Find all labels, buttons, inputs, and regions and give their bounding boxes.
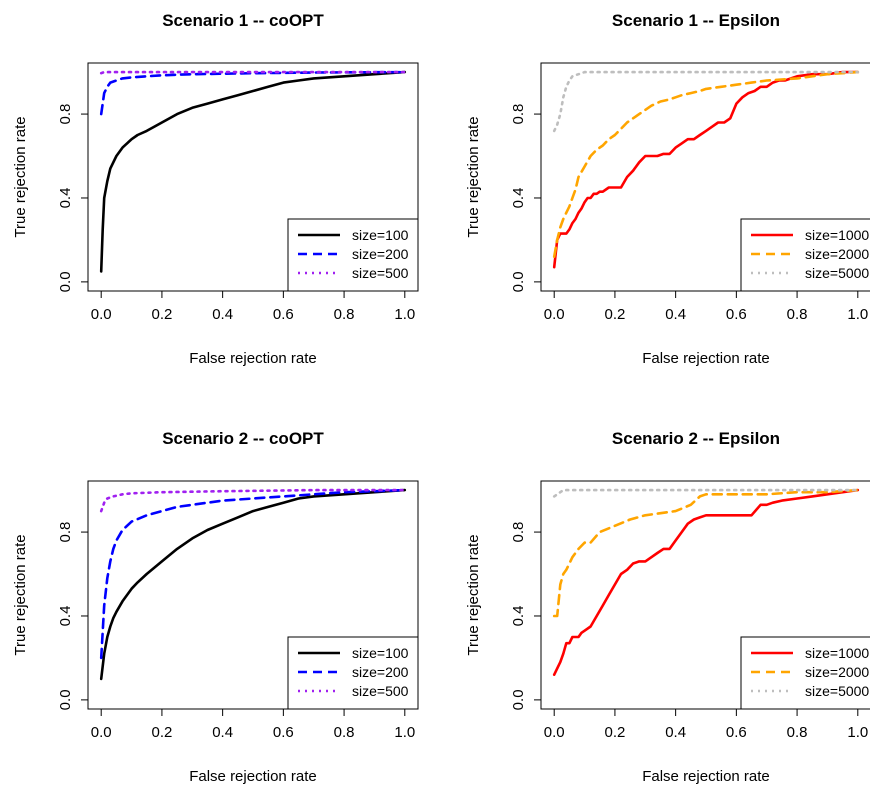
legend-box	[287, 636, 419, 710]
x-axis-label: False rejection rate	[642, 350, 770, 367]
y-tick-label: 0.4	[510, 606, 527, 627]
x-tick-label: 0.2	[604, 306, 625, 323]
x-tick-label: 1.0	[394, 306, 415, 323]
x-tick-label: 0.2	[151, 724, 172, 741]
legend-label: size=500	[352, 683, 409, 699]
legend-box	[740, 218, 870, 292]
y-tick-label: 0.0	[57, 689, 74, 710]
chart-title: Scenario 1 -- coOPT	[162, 11, 324, 30]
series-line-3	[552, 70, 860, 133]
chart-panel-2: Scenario 1 -- Epsilon 0.0 0.2 0.4 0.6 0.8 1.0 0…	[465, 11, 870, 367]
legend-label: size=2000	[805, 664, 869, 680]
x-tick-label: 0.2	[604, 724, 625, 741]
series-line-2	[552, 488, 860, 618]
x-axis-label: False rejection rate	[642, 768, 770, 785]
series-line-3	[99, 70, 407, 75]
plot-frame	[540, 62, 870, 292]
x-tick-label: 1.0	[394, 724, 415, 741]
x-tick-label: 0.6	[726, 306, 747, 323]
x-tick-label: 0.0	[91, 724, 112, 741]
series-line-1	[552, 70, 860, 269]
y-axis-label: True rejection rate	[12, 534, 29, 655]
y-tick-label: 0.8	[57, 522, 74, 543]
legend-label: size=1000	[805, 227, 869, 243]
x-tick-label: 1.0	[847, 306, 868, 323]
y-tick-label: 0.4	[510, 188, 527, 209]
x-tick-label: 0.6	[273, 306, 294, 323]
series-line-1	[99, 488, 407, 681]
y-tick-label: 0.0	[57, 271, 74, 292]
x-tick-label: 0.2	[151, 306, 172, 323]
legend-box	[740, 636, 870, 710]
x-tick-label: 0.8	[334, 724, 355, 741]
legend-label: size=1000	[805, 645, 869, 661]
chart-panel-3: Scenario 2 -- coOPT 0.0 0.2 0.4 0.6 0.8 1.0 0.0…	[12, 429, 419, 785]
plot-frame	[540, 480, 870, 710]
y-tick-label: 0.8	[510, 104, 527, 125]
x-tick-label: 0.8	[787, 306, 808, 323]
x-tick-label: 0.4	[212, 724, 233, 741]
chart-title: Scenario 2 -- Epsilon	[612, 429, 780, 448]
legend-label: size=5000	[805, 683, 869, 699]
x-tick-label: 0.4	[665, 306, 686, 323]
y-axis-label: True rejection rate	[12, 116, 29, 237]
series-line-3	[99, 488, 407, 513]
x-tick-label: 0.6	[273, 724, 294, 741]
series-line-2	[552, 70, 860, 259]
y-tick-label: 0.8	[510, 522, 527, 543]
legend-label: size=100	[352, 645, 409, 661]
x-tick-label: 0.0	[91, 306, 112, 323]
series-line-2	[99, 488, 407, 660]
legend-label: size=5000	[805, 265, 869, 281]
legend-label: size=2000	[805, 246, 869, 262]
y-tick-label: 0.4	[57, 188, 74, 209]
legend-label: size=200	[352, 664, 409, 680]
plot-frame	[87, 62, 419, 292]
y-tick-label: 0.0	[510, 689, 527, 710]
y-axis-label: True rejection rate	[465, 534, 482, 655]
legend-box	[287, 218, 419, 292]
y-tick-label: 0.8	[57, 104, 74, 125]
chart-panel-1: Scenario 1 -- coOPT 0.0 0.2 0.4 0.6 0.8 1.0 0.0…	[12, 11, 419, 367]
series-line-3	[552, 488, 860, 498]
x-tick-label: 0.6	[726, 724, 747, 741]
chart-title: Scenario 2 -- coOPT	[162, 429, 324, 448]
x-tick-label: 0.4	[212, 306, 233, 323]
x-tick-label: 0.0	[544, 306, 565, 323]
legend-label: size=200	[352, 246, 409, 262]
series-line-2	[99, 70, 407, 116]
x-axis-label: False rejection rate	[189, 768, 317, 785]
y-tick-label: 0.0	[510, 271, 527, 292]
x-axis-label: False rejection rate	[189, 350, 317, 367]
series-line-1	[552, 488, 860, 677]
x-tick-label: 0.0	[544, 724, 565, 741]
y-tick-label: 0.4	[57, 606, 74, 627]
x-tick-label: 0.4	[665, 724, 686, 741]
x-tick-label: 1.0	[847, 724, 868, 741]
chart-panel-4: Scenario 2 -- Epsilon 0.0 0.2 0.4 0.6 0.8 1.0 0…	[465, 429, 870, 785]
x-tick-label: 0.8	[334, 306, 355, 323]
legend-label: size=100	[352, 227, 409, 243]
series-line-1	[99, 70, 407, 273]
y-axis-label: True rejection rate	[465, 116, 482, 237]
plot-frame	[87, 480, 419, 710]
legend-label: size=500	[352, 265, 409, 281]
chart-title: Scenario 1 -- Epsilon	[612, 11, 780, 30]
x-tick-label: 0.8	[787, 724, 808, 741]
